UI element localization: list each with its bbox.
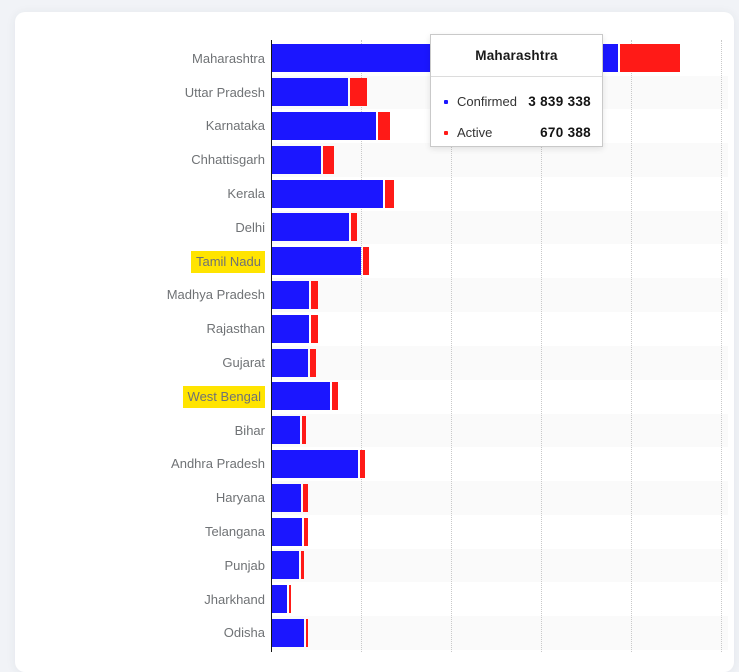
category-label-uttar-pradesh: Uttar Pradesh xyxy=(184,84,265,100)
row-stripe xyxy=(271,583,728,617)
row-stripe xyxy=(271,481,728,515)
row-stripe xyxy=(271,312,728,346)
gridline xyxy=(361,40,362,652)
row-stripe xyxy=(271,413,728,448)
category-label-jharkhand: Jharkhand xyxy=(204,591,265,607)
confirmed-bar-kerala[interactable] xyxy=(272,179,384,208)
row-stripe xyxy=(271,616,728,651)
category-label-karnataka: Karnataka xyxy=(205,118,265,134)
confirmed-bar-gujarat[interactable] xyxy=(272,348,308,377)
category-label-west-bengal: West Bengal xyxy=(75,380,265,414)
label-highlight: Tamil Nadu xyxy=(190,250,265,273)
active-bar-uttar-pradesh[interactable] xyxy=(350,78,368,107)
confirmed-bar-telangana[interactable] xyxy=(272,517,303,546)
gridline xyxy=(721,40,722,652)
row-stripe xyxy=(271,278,728,313)
active-bar-karnataka[interactable] xyxy=(378,111,390,140)
active-bar-rajasthan[interactable] xyxy=(310,314,318,343)
active-bar-bihar[interactable] xyxy=(301,416,306,445)
tooltip-title: Maharashtra xyxy=(431,35,602,77)
category-label-punjab: Punjab xyxy=(224,557,265,573)
confirmed-bar-uttar-pradesh[interactable] xyxy=(272,78,349,107)
category-label-bihar: Bihar xyxy=(234,422,265,438)
category-label-odisha: Odisha xyxy=(223,625,265,641)
category-label-delhi: Delhi xyxy=(235,219,265,235)
active-bar-haryana[interactable] xyxy=(302,483,308,512)
confirmed-bar-odisha[interactable] xyxy=(272,618,305,647)
active-bar-tamil-nadu[interactable] xyxy=(363,247,369,276)
confirmed-bar-madhya-pradesh[interactable] xyxy=(272,280,309,309)
tooltip-active-value: 670 388 xyxy=(540,125,591,140)
confirmed-bar-haryana[interactable] xyxy=(272,483,301,512)
y-axis-line xyxy=(271,40,272,652)
active-bar-madhya-pradesh[interactable] xyxy=(310,280,318,309)
row-stripe xyxy=(271,345,728,380)
tooltip-row-confirmed: Confirmed 3 839 338 xyxy=(442,88,591,115)
category-label-gujarat: Gujarat xyxy=(222,354,265,370)
row-stripe xyxy=(271,143,728,177)
tooltip-confirmed-value: 3 839 338 xyxy=(528,94,591,109)
confirmed-bar-west-bengal[interactable] xyxy=(272,382,331,411)
row-stripe xyxy=(271,380,728,414)
active-bar-chhattisgarh[interactable] xyxy=(323,145,335,174)
tooltip-rows: Confirmed 3 839 338 Active 670 388 xyxy=(431,77,602,146)
category-label-andhra-pradesh: Andhra Pradesh xyxy=(171,456,265,472)
confirmed-bar-bihar[interactable] xyxy=(272,416,300,445)
confirmed-bar-jharkhand[interactable] xyxy=(272,585,288,614)
active-bar-maharashtra[interactable] xyxy=(619,44,680,73)
category-label-madhya-pradesh: Madhya Pradesh xyxy=(166,287,265,303)
active-bullet-icon xyxy=(444,130,448,135)
label-highlight: West Bengal xyxy=(182,385,265,408)
active-bar-odisha[interactable] xyxy=(306,618,309,647)
gridline xyxy=(451,40,452,652)
active-bar-telangana[interactable] xyxy=(304,517,308,546)
chart-card: Maharashtra Uttar Pradesh Karnataka Chhatti… xyxy=(15,12,734,672)
tooltip: Maharashtra Confirmed 3 839 338 Active 6… xyxy=(430,34,603,147)
active-bar-west-bengal[interactable] xyxy=(332,382,339,411)
tooltip-row-active: Active 670 388 xyxy=(442,119,591,146)
confirmed-bar-karnataka[interactable] xyxy=(272,111,377,140)
category-label-rajasthan: Rajasthan xyxy=(206,321,265,337)
active-bar-gujarat[interactable] xyxy=(310,348,317,377)
row-stripe xyxy=(271,515,728,549)
category-label-telangana: Telangana xyxy=(205,523,265,539)
confirmed-bar-punjab[interactable] xyxy=(272,551,299,580)
active-bar-delhi[interactable] xyxy=(351,213,357,242)
category-label-chhattisgarh: Chhattisgarh xyxy=(191,152,265,168)
confirmed-bar-chhattisgarh[interactable] xyxy=(272,145,322,174)
confirmed-bar-andhra-pradesh[interactable] xyxy=(272,449,359,478)
confirmed-bar-rajasthan[interactable] xyxy=(272,314,309,343)
active-bar-kerala[interactable] xyxy=(385,179,395,208)
category-label-tamil-nadu: Tamil Nadu xyxy=(75,245,265,279)
category-label-maharashtra: Maharashtra xyxy=(192,50,265,66)
gridline xyxy=(631,40,632,652)
plot-area: Maharashtra Uttar Pradesh Karnataka Chhatti… xyxy=(15,12,734,660)
tooltip-active-label: Active xyxy=(457,125,493,140)
tooltip-confirmed-label: Confirmed xyxy=(457,94,517,109)
category-label-haryana: Haryana xyxy=(215,490,265,506)
confirmed-bullet-icon xyxy=(444,99,448,104)
row-stripe xyxy=(271,548,728,583)
category-label-kerala: Kerala xyxy=(227,185,265,201)
active-bar-andhra-pradesh[interactable] xyxy=(360,449,366,478)
gridline xyxy=(541,40,542,652)
confirmed-bar-tamil-nadu[interactable] xyxy=(272,247,362,276)
active-bar-jharkhand[interactable] xyxy=(289,585,292,614)
active-bar-punjab[interactable] xyxy=(301,551,305,580)
confirmed-bar-delhi[interactable] xyxy=(272,213,350,242)
